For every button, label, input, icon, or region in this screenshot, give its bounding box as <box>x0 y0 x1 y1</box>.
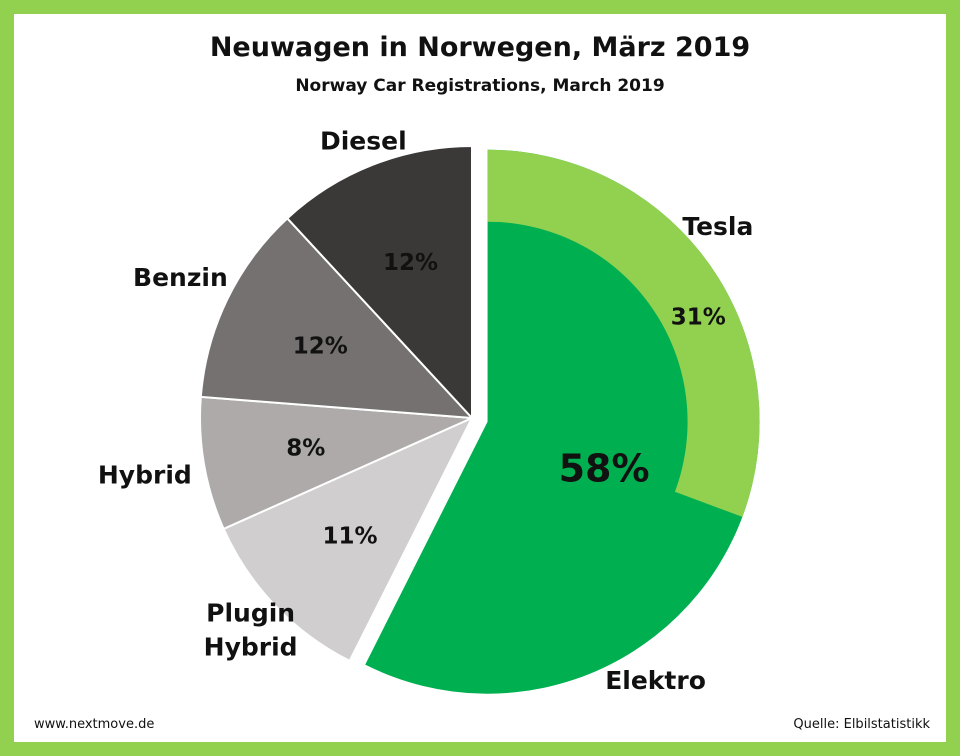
category-label-diesel: Diesel <box>320 127 407 156</box>
category-label-hybrid: Hybrid <box>98 461 192 490</box>
category-label-plugin-hybrid-line-1: Plugin <box>206 598 295 627</box>
category-label-elektro: Elektro <box>605 666 706 695</box>
value-label-plugin-hybrid: 11% <box>322 523 377 549</box>
slice-plugin-hybrid <box>222 415 475 663</box>
value-label-elektro: 58% <box>559 446 650 490</box>
category-label-tesla: Tesla <box>682 212 753 241</box>
slice-diesel <box>285 144 473 421</box>
value-label-hybrid: 8% <box>286 436 325 462</box>
footer-website: www.nextmove.de <box>34 717 155 732</box>
value-label-benzin: 12% <box>293 333 348 359</box>
value-label-diesel: 12% <box>383 250 438 276</box>
value-label-tesla: 31% <box>671 304 726 330</box>
slice-tesla-ring <box>487 149 760 517</box>
category-label-plugin-hybrid-line-2: Hybrid <box>204 632 298 661</box>
category-label-benzin: Benzin <box>133 263 228 292</box>
slice-hybrid <box>199 395 473 531</box>
slice-benzin <box>199 216 475 420</box>
footer-source: Quelle: Elbilstatistikk <box>793 717 930 732</box>
chart-title: Neuwagen in Norwegen, März 2019 <box>209 32 751 63</box>
chart-subtitle: Norway Car Registrations, March 2019 <box>295 76 665 96</box>
